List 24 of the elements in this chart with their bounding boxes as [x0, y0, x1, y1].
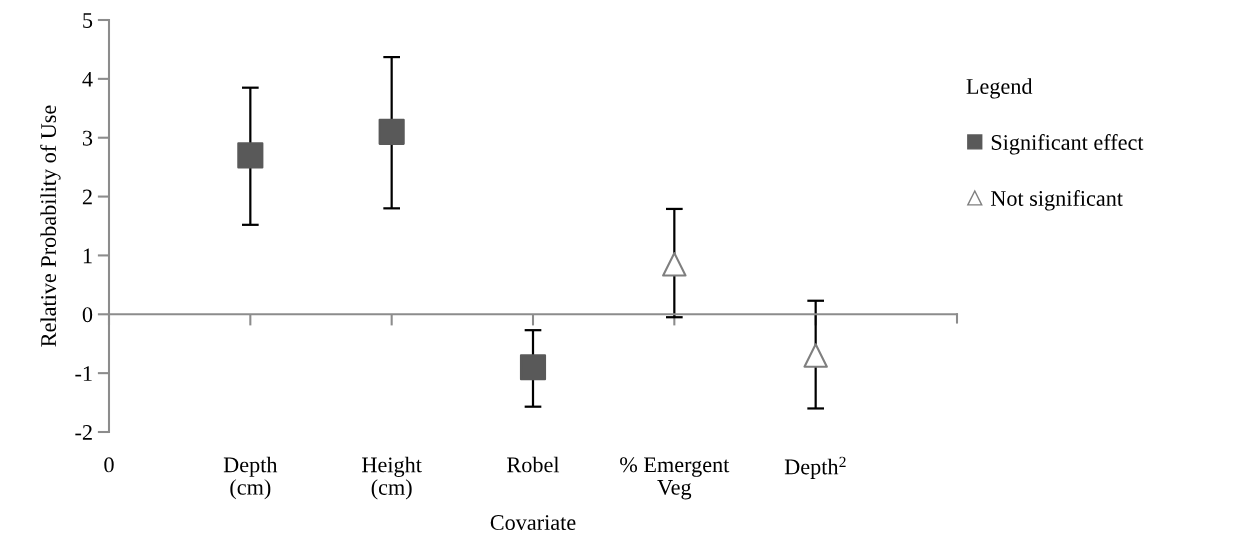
y-tick-label: 5: [83, 13, 93, 28]
point: [662, 252, 687, 277]
x-axis-title: Covariate: [490, 515, 576, 531]
legend-label: Not significant: [990, 190, 1123, 211]
y-tick-label: 1: [83, 248, 92, 264]
x-tick-label: Robel: [507, 456, 560, 473]
y-tick-label: 0: [82, 307, 93, 323]
x-tick-label: Depth (cm): [223, 456, 278, 500]
y-tick-label: -1: [75, 366, 92, 381]
point: [378, 118, 405, 145]
y-tick-label: 3: [82, 130, 93, 146]
x-tick-label: Height (cm): [362, 456, 422, 500]
y-axis-title: Relative Probability of Use: [40, 105, 61, 347]
point: [519, 354, 547, 381]
legend-label: Significant effect: [991, 134, 1144, 155]
x-tick-label: % Emergent Veg: [620, 457, 730, 500]
x-tick-label: 0: [104, 457, 114, 473]
y-tick-label: 4: [82, 71, 93, 87]
y-tick-label: 2: [82, 189, 92, 205]
point: [237, 142, 264, 169]
y-tick-label: -2: [75, 424, 92, 440]
point: [803, 343, 828, 368]
legend-title: Legend: [966, 78, 1033, 99]
x-tick-label: Depth$^{2}$: [784, 456, 846, 479]
